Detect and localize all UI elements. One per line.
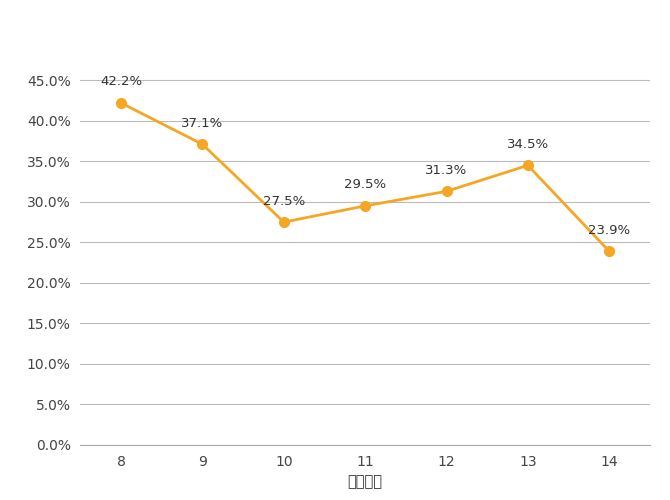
- Text: 27.5%: 27.5%: [263, 194, 305, 207]
- Text: 23.9%: 23.9%: [588, 224, 630, 236]
- Text: 29.5%: 29.5%: [344, 178, 386, 192]
- Text: 42.2%: 42.2%: [100, 76, 142, 88]
- Text: 31.3%: 31.3%: [425, 164, 468, 176]
- Text: 偏差値45以下の子どもが翌年に偏差値45超になる割合: 偏差値45以下の子どもが翌年に偏差値45超になる割合: [10, 21, 276, 40]
- Text: 37.1%: 37.1%: [182, 116, 224, 130]
- Text: 34.5%: 34.5%: [507, 138, 549, 151]
- X-axis label: （年齢）: （年齢）: [348, 474, 383, 490]
